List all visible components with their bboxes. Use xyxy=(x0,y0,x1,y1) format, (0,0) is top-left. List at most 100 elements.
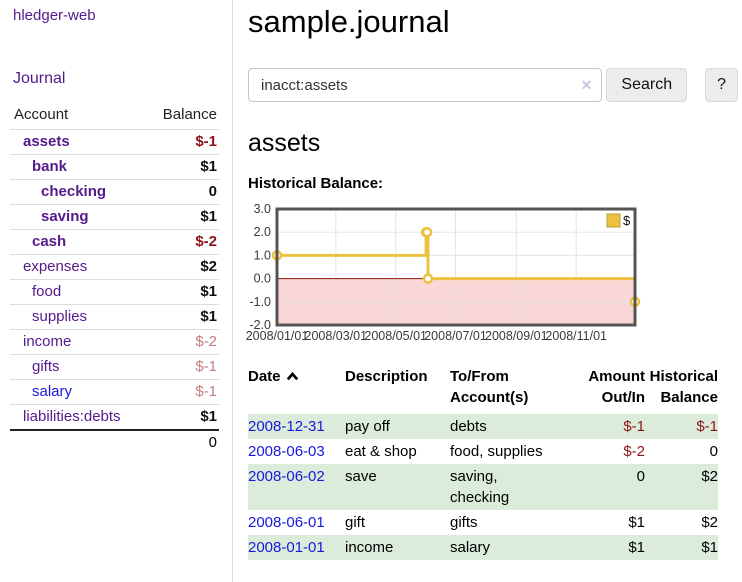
account-link-expenses[interactable]: expenses xyxy=(23,258,88,275)
svg-text:2008/09/01: 2008/09/01 xyxy=(485,329,548,343)
register-column-description: Description xyxy=(345,368,428,385)
svg-text:3.0: 3.0 xyxy=(254,202,271,216)
svg-text:0.0: 0.0 xyxy=(254,272,271,286)
register-header-row: Date Description To/From Account(s) Amou… xyxy=(248,364,718,414)
account-row-assets: assets $-1 xyxy=(10,129,219,154)
register-column-amount: Amount Out/In xyxy=(588,368,645,406)
account-link-liabilities-debts[interactable]: liabilities:debts xyxy=(23,408,121,425)
transaction-accounts: debts xyxy=(450,418,487,435)
account-row-checking: checking 0 xyxy=(10,179,219,204)
accounts-rows: assets $-1 bank $1 checking 0 saving $1 cash $-2 e… xyxy=(10,129,219,429)
svg-text:2008/05/01: 2008/05/01 xyxy=(364,329,427,343)
data-point-marker xyxy=(422,273,434,284)
transaction-amount: $1 xyxy=(628,539,645,556)
account-link-supplies[interactable]: supplies xyxy=(32,308,88,325)
svg-text:2008/07/01: 2008/07/01 xyxy=(424,329,487,343)
transaction-description: income xyxy=(345,539,394,556)
legend-swatch xyxy=(606,213,621,228)
account-balance-cash: $-2 xyxy=(195,233,217,250)
register-row-2008-06-01: 2008-06-01 gift gifts $1 $2 xyxy=(248,510,718,535)
transaction-date-link[interactable]: 2008-12-31 xyxy=(248,418,325,435)
transaction-date-link[interactable]: 2008-06-03 xyxy=(248,443,325,460)
transaction-amount: $1 xyxy=(628,514,645,531)
sidebar: hledger-web Journal Account Balance asse… xyxy=(0,0,233,582)
register-body: 2008-12-31 pay off debts $-1 $-1 2008-06-03 ea… xyxy=(248,414,718,560)
transaction-balance: $-1 xyxy=(696,418,718,435)
account-row-bank: bank $1 xyxy=(10,154,219,179)
account-balance-supplies: $1 xyxy=(200,308,217,325)
account-balance-expenses: $2 xyxy=(200,258,217,275)
search-form: ✕ Search ? xyxy=(248,68,738,102)
accounts-column-balance: Balance xyxy=(162,106,217,123)
search-button[interactable]: Search xyxy=(606,68,688,102)
register-table: Date Description To/From Account(s) Amou… xyxy=(248,364,738,560)
transaction-date-link[interactable]: 2008-06-02 xyxy=(248,468,325,485)
account-row-supplies: supplies $1 xyxy=(10,304,219,329)
account-link-gifts[interactable]: gifts xyxy=(32,358,60,375)
account-balance-bank: $1 xyxy=(200,158,217,175)
account-link-income[interactable]: income xyxy=(23,333,72,350)
transaction-date-link[interactable]: 2008-06-01 xyxy=(248,514,325,531)
sidebar-item-journal[interactable]: Journal xyxy=(13,70,66,87)
account-row-salary: salary $-1 xyxy=(10,379,219,404)
historical-balance-chart[interactable]: $3.0 2.0 1.0 0.0 -1.0 -2.0 2008/01/01 2008/03/0… xyxy=(246,202,641,348)
accounts-total-value: 0 xyxy=(208,434,217,451)
transaction-date-link[interactable]: 2008-01-01 xyxy=(248,539,325,556)
chevron-up-icon xyxy=(286,371,298,381)
transaction-accounts: saving, checking xyxy=(450,468,510,506)
plot-border xyxy=(275,207,637,327)
svg-text:-2.0: -2.0 xyxy=(249,318,271,332)
register-column-date: Date xyxy=(248,368,281,385)
brand-link[interactable]: hledger-web xyxy=(13,7,96,24)
account-link-bank[interactable]: bank xyxy=(32,158,68,175)
transaction-description: save xyxy=(345,468,377,485)
svg-text:1.0: 1.0 xyxy=(254,248,271,262)
account-balance-salary: $-1 xyxy=(195,383,217,400)
account-balance-food: $1 xyxy=(200,283,217,300)
search-help-button[interactable]: ? xyxy=(705,68,738,102)
account-balance-saving: $1 xyxy=(200,208,217,225)
account-link-saving[interactable]: saving xyxy=(41,208,89,225)
transaction-description: eat & shop xyxy=(345,443,417,460)
register-row-2008-06-03: 2008-06-03 eat & shop food, supplies $-2 0 xyxy=(248,439,718,464)
account-balance-assets: $-1 xyxy=(195,133,217,150)
transaction-description: gift xyxy=(345,514,366,531)
search-input[interactable] xyxy=(248,68,603,102)
register-row-2008-12-31: 2008-12-31 pay off debts $-1 $-1 xyxy=(248,414,718,439)
svg-text:2008/11/01: 2008/11/01 xyxy=(545,329,607,343)
account-balance-gifts: $-1 xyxy=(195,358,217,375)
account-link-cash[interactable]: cash xyxy=(32,233,67,250)
account-link-checking[interactable]: checking xyxy=(41,183,107,200)
account-heading: assets xyxy=(248,129,321,157)
data-point-marker xyxy=(421,226,433,238)
accounts-table-header: Account Balance xyxy=(10,102,219,129)
account-row-saving: saving $1 xyxy=(10,204,219,229)
chart-heading: Historical Balance: xyxy=(248,175,384,192)
transaction-accounts: salary xyxy=(450,539,491,556)
sort-by-date-button[interactable]: Date xyxy=(248,368,299,385)
account-row-gifts: gifts $-1 xyxy=(10,354,219,379)
account-link-salary[interactable]: salary xyxy=(32,383,73,400)
register-column-balance: Historical Balance xyxy=(649,368,718,406)
page-title: sample.journal xyxy=(248,4,450,39)
balance-chart-svg: $3.0 2.0 1.0 0.0 -1.0 -2.02008/01/012008/03/0… xyxy=(246,202,641,343)
account-balance-liabilities-debts: $1 xyxy=(200,408,217,425)
svg-text:2.0: 2.0 xyxy=(254,225,271,239)
transaction-accounts: food, supplies xyxy=(450,443,543,460)
account-link-assets[interactable]: assets xyxy=(23,133,70,150)
transaction-accounts: gifts xyxy=(450,514,478,531)
transaction-balance: $2 xyxy=(701,514,718,531)
transaction-balance: $1 xyxy=(701,539,718,556)
search-box: ✕ xyxy=(248,68,603,102)
account-row-liabilities-debts: liabilities:debts $1 xyxy=(10,404,219,429)
transaction-balance: $2 xyxy=(701,468,718,485)
account-link-food[interactable]: food xyxy=(32,283,62,300)
transaction-amount: 0 xyxy=(636,468,645,485)
account-row-cash: cash $-2 xyxy=(10,229,219,254)
svg-text:2008/03/01: 2008/03/01 xyxy=(305,329,368,343)
transaction-balance: 0 xyxy=(709,443,718,460)
clear-search-icon[interactable]: ✕ xyxy=(580,77,593,93)
register-column-tofrom: To/From Account(s) xyxy=(450,368,529,406)
svg-text:2008/01/01: 2008/01/01 xyxy=(246,329,309,343)
